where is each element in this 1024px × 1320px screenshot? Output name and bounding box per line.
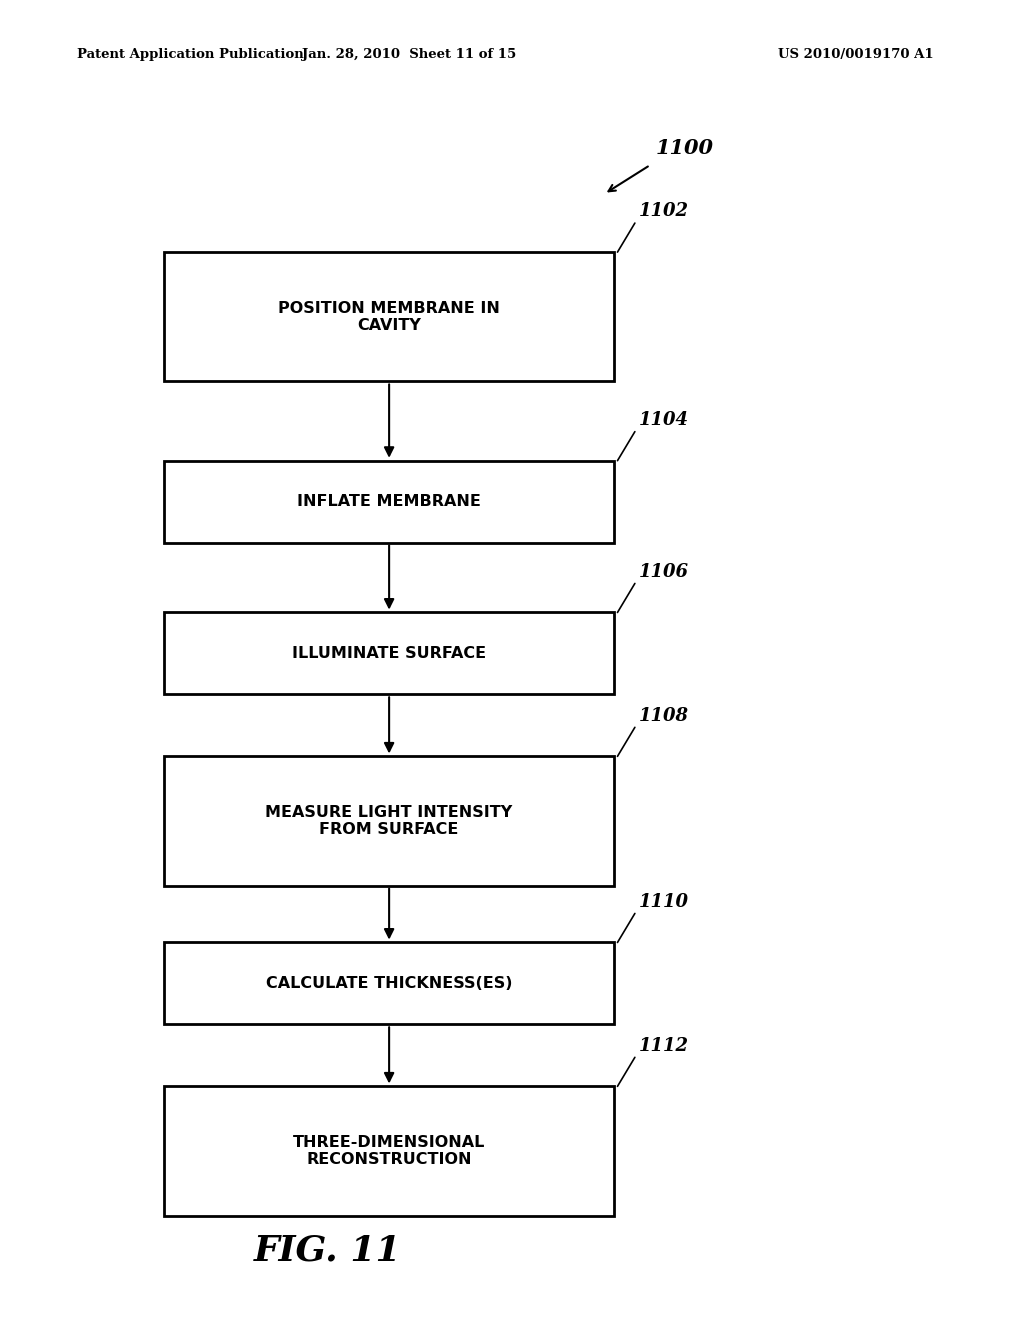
Text: Patent Application Publication: Patent Application Publication (77, 48, 303, 61)
Bar (164, 942, 614, 1024)
Text: Jan. 28, 2010  Sheet 11 of 15: Jan. 28, 2010 Sheet 11 of 15 (302, 48, 517, 61)
Bar (164, 756, 614, 886)
Text: ILLUMINATE SURFACE: ILLUMINATE SURFACE (292, 645, 486, 661)
Text: 1112: 1112 (639, 1036, 689, 1055)
Text: FIG. 11: FIG. 11 (254, 1233, 401, 1267)
Text: 1108: 1108 (639, 706, 689, 725)
Bar (164, 252, 614, 381)
Bar (164, 612, 614, 694)
Bar (164, 461, 614, 543)
Text: MEASURE LIGHT INTENSITY
FROM SURFACE: MEASURE LIGHT INTENSITY FROM SURFACE (265, 805, 513, 837)
Text: POSITION MEMBRANE IN
CAVITY: POSITION MEMBRANE IN CAVITY (279, 301, 500, 333)
Text: THREE-DIMENSIONAL
RECONSTRUCTION: THREE-DIMENSIONAL RECONSTRUCTION (293, 1135, 485, 1167)
Text: INFLATE MEMBRANE: INFLATE MEMBRANE (297, 494, 481, 510)
Text: 1104: 1104 (639, 411, 689, 429)
Bar (164, 1086, 614, 1216)
Text: US 2010/0019170 A1: US 2010/0019170 A1 (778, 48, 934, 61)
Text: CALCULATE THICKNESS(ES): CALCULATE THICKNESS(ES) (266, 975, 512, 991)
Text: 1106: 1106 (639, 562, 689, 581)
Text: 1110: 1110 (639, 892, 689, 911)
Text: 1100: 1100 (655, 139, 714, 158)
Text: 1102: 1102 (639, 202, 689, 220)
